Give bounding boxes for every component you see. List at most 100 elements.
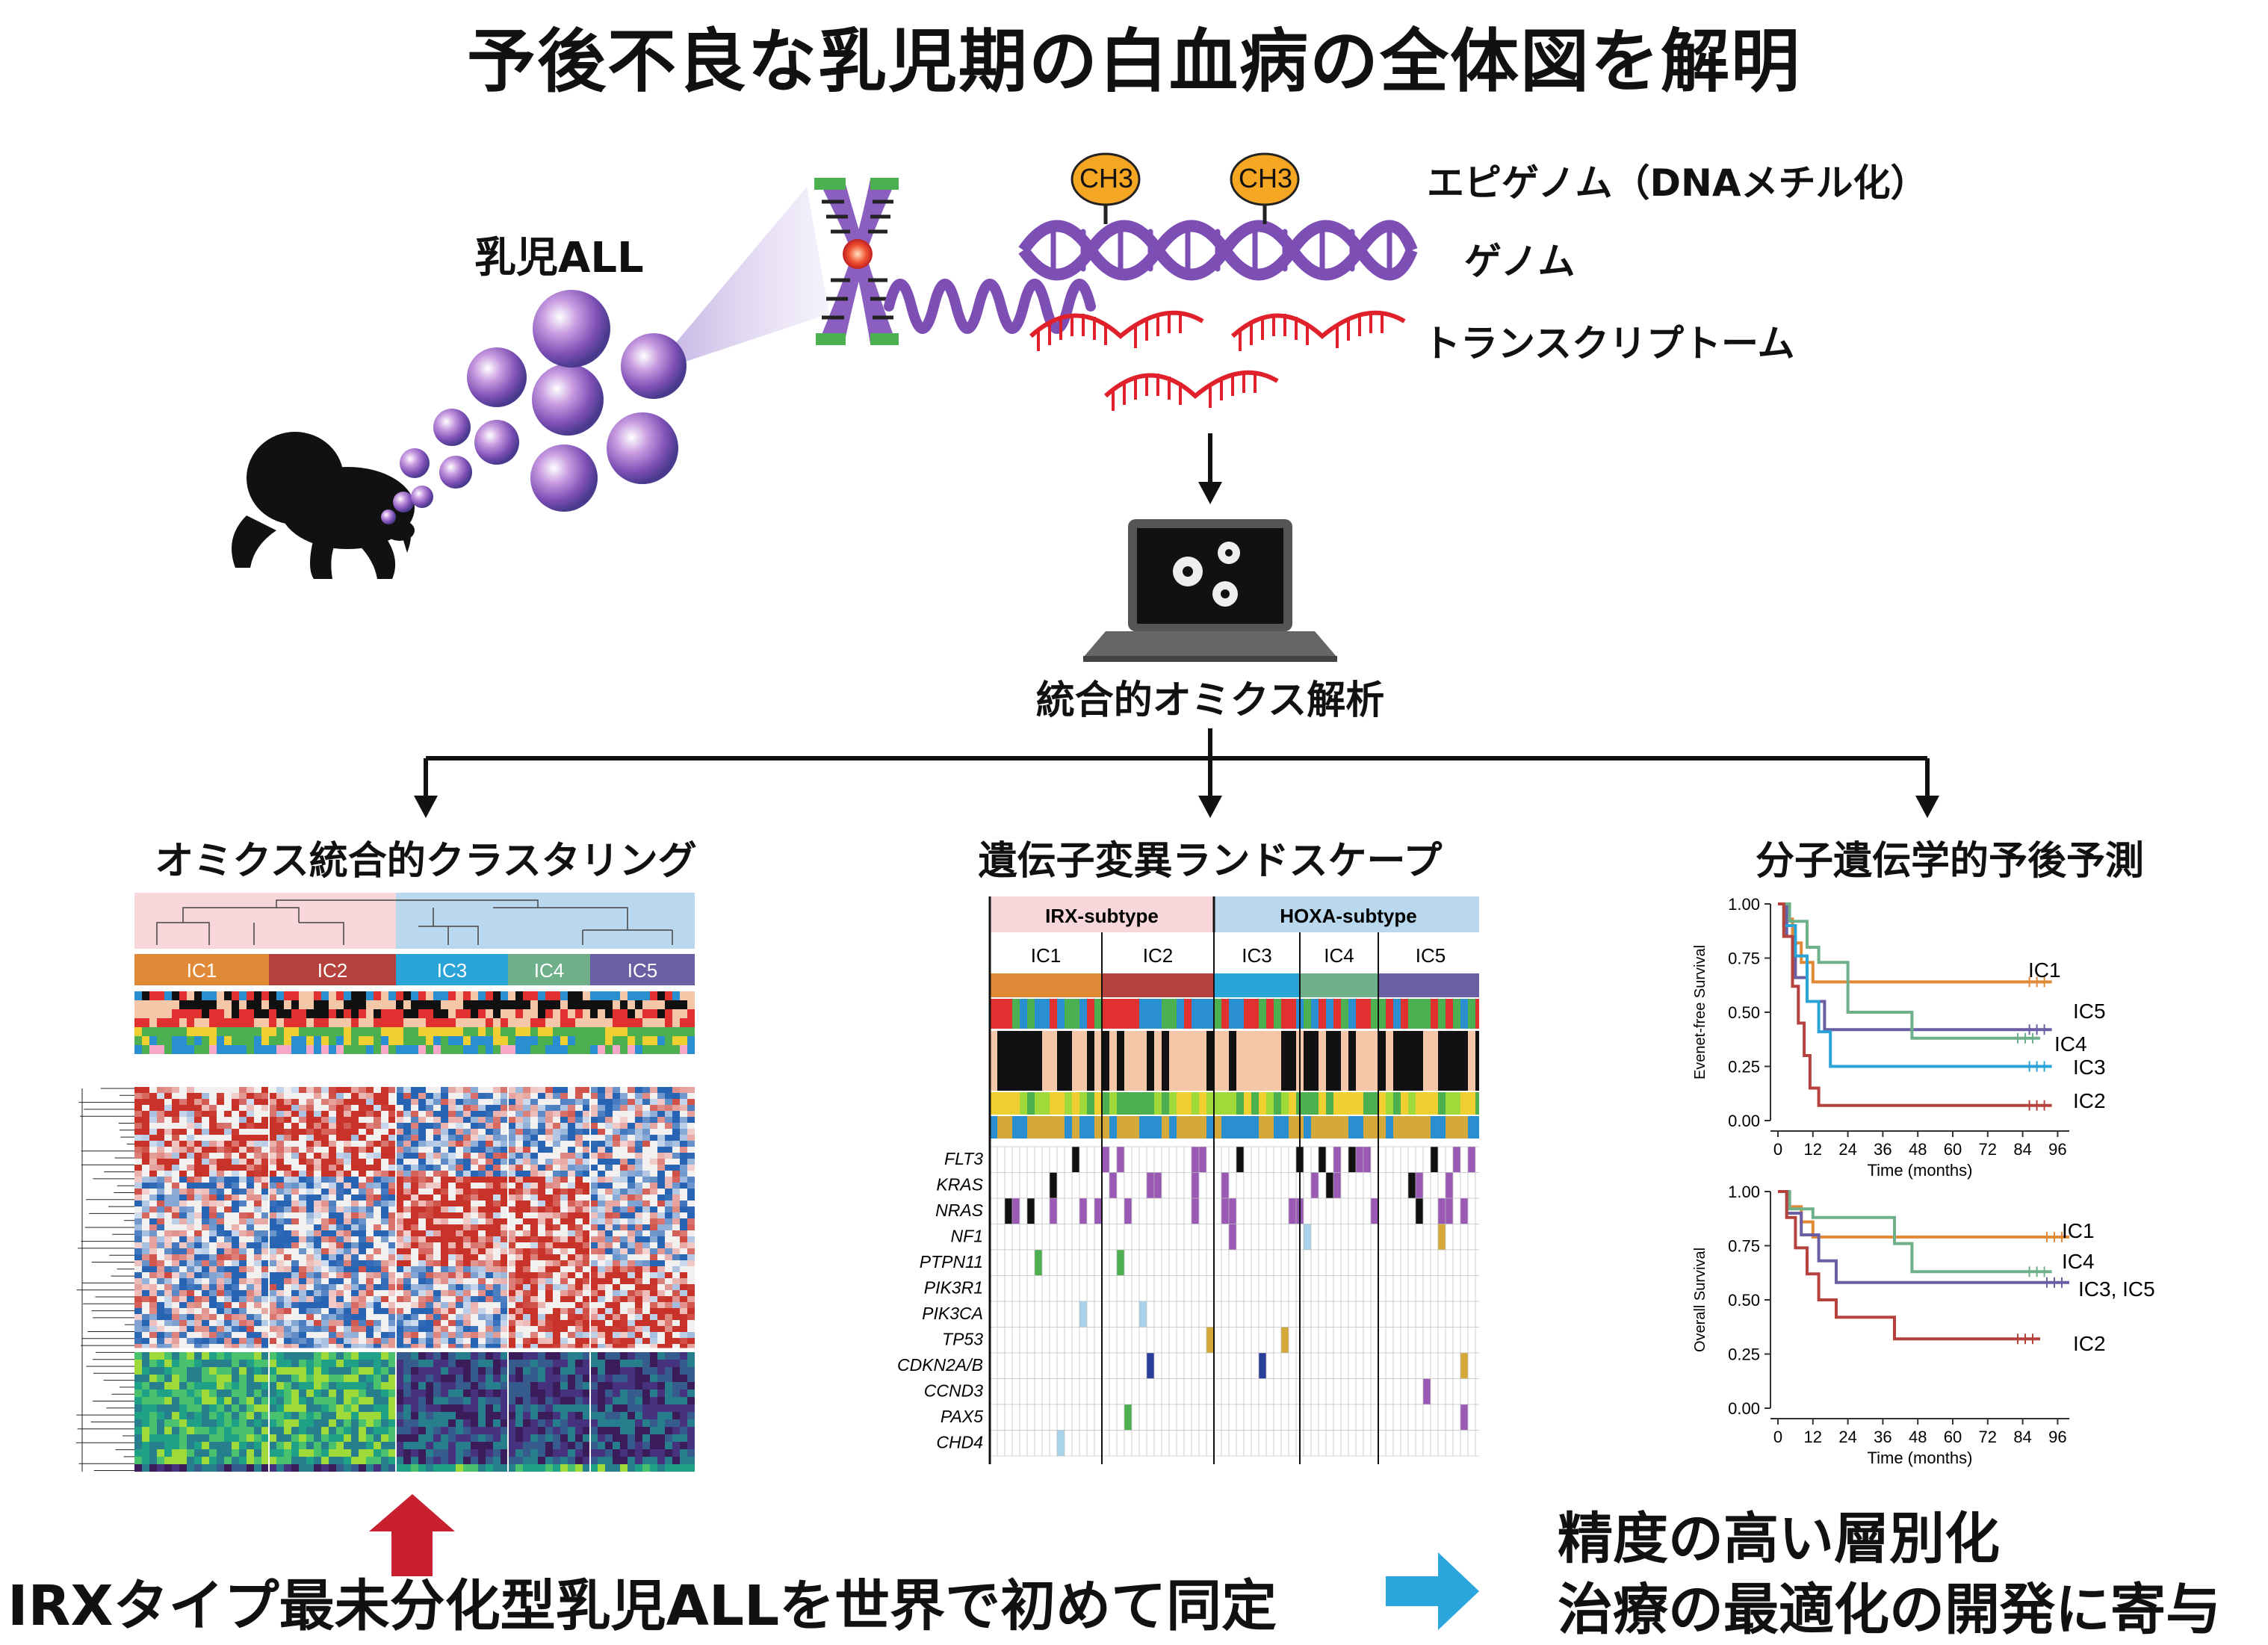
gene-label: PIK3R1 [924, 1278, 983, 1298]
landscape-cluster-label: IC1 [1031, 944, 1061, 967]
methylation-heatmap [134, 1087, 695, 1350]
infant-silhouette [232, 432, 415, 579]
heatmap-annotation-rows [134, 991, 695, 1054]
y-tick-label: 0.00 [1728, 1112, 1760, 1130]
laptop-icon [1083, 519, 1337, 662]
x-tick-label: 84 [2013, 1428, 2031, 1446]
x-tick-label: 12 [1804, 1140, 1822, 1159]
survival-plots: 0.00 0.25 0.50 0.75 1.00 0 12 24 36 48 60 72 84 96 Tim… [1681, 893, 2268, 1483]
cluster-label: IC3 [437, 959, 467, 982]
y-axis-label: Overall Survival [1692, 1248, 1708, 1352]
conclusion-left: IRXタイプ最未分化型乳児ALLを世界で初めて同定 [7, 1561, 1277, 1641]
gene-label: PIK3CA [922, 1304, 983, 1323]
infant-all-label: 乳児ALL [474, 224, 644, 285]
methyl-label-2: CH3 [1239, 163, 1292, 194]
y-tick-label: 0.75 [1728, 1237, 1760, 1256]
branch-arrows [426, 728, 1927, 799]
x-tick-label: 0 [1773, 1140, 1782, 1159]
cluster-label: IC1 [187, 959, 217, 982]
hoxa-cluster-bg [396, 893, 695, 949]
survival-curve-ic3 [1778, 904, 2052, 1067]
expression-heatmap [134, 1352, 695, 1472]
x-tick-label: 36 [1874, 1428, 1891, 1446]
x-tick-label: 24 [1838, 1428, 1856, 1446]
x-tick-label: 72 [1979, 1140, 1997, 1159]
landscape-annotations [990, 999, 1479, 1139]
dna-helix [1023, 203, 1412, 276]
landscape-heading: 遺伝子変異ランドスケープ [911, 829, 1509, 885]
conclusion-right-line2: 治療の最適化の開発に寄与 [1558, 1565, 2221, 1645]
leukemia-cells [381, 290, 687, 524]
gene-label: CCND3 [924, 1381, 983, 1401]
methyl-label-1: CH3 [1079, 163, 1133, 194]
right-arrow-blue [1386, 1552, 1479, 1630]
survival-curve-ic2 [1778, 1192, 2040, 1339]
x-tick-label: 48 [1909, 1428, 1927, 1446]
x-tick-label: 84 [2013, 1140, 2031, 1159]
x-tick-label: 60 [1944, 1428, 1962, 1446]
integrated-analysis-label: 統合的オミクス解析 [1023, 669, 1397, 725]
chromosome [814, 178, 899, 345]
x-tick-label: 48 [1909, 1140, 1927, 1159]
irx-subtype-label: IRX-subtype [1045, 905, 1159, 927]
epigenome-label: エピゲノム（DNAメチル化） [1427, 153, 1928, 207]
landscape-cluster-label: IC2 [1143, 944, 1173, 967]
y-tick-label: 0.25 [1728, 1345, 1760, 1364]
cluster-label: IC2 [317, 959, 347, 982]
y-tick-label: 0.50 [1728, 1291, 1760, 1310]
survival-series-label: IC2 [2073, 1332, 2106, 1355]
irx-cluster-bg [134, 893, 396, 949]
down-arrow-to-laptop [1198, 433, 1222, 504]
gene-label: KRAS [936, 1175, 983, 1195]
y-tick-label: 0.50 [1728, 1003, 1760, 1022]
gene-label: FLT3 [944, 1149, 983, 1168]
landscape-cluster-label: IC5 [1416, 944, 1446, 967]
gene-label: PAX5 [941, 1407, 983, 1426]
y-tick-label: 0.00 [1728, 1399, 1760, 1418]
mutation-grid [990, 1147, 1479, 1456]
clustering-heatmap: IC1 IC2 IC3 IC4 IC5 [60, 893, 717, 1472]
survival-curve-ic1 [1778, 1192, 2069, 1237]
survival-series-label: IC5 [2073, 1000, 2106, 1023]
landscape-cluster-label: IC4 [1324, 944, 1354, 967]
gene-label: TP53 [942, 1330, 983, 1349]
landscape-cluster-label: IC3 [1242, 944, 1271, 967]
y-tick-label: 1.00 [1728, 895, 1760, 914]
x-tick-label: 0 [1773, 1428, 1782, 1446]
gene-label: NRAS [935, 1201, 984, 1220]
row-dendrogram [76, 1088, 134, 1472]
x-tick-label: 96 [2048, 1428, 2066, 1446]
y-tick-label: 1.00 [1728, 1183, 1760, 1201]
cluster-label: IC4 [534, 959, 564, 982]
survival-series-label: IC4 [2062, 1250, 2095, 1273]
survival-series-label: IC2 [2073, 1089, 2106, 1112]
survival-plot-1: 0.00 0.25 0.50 0.75 1.00 0 12 24 36 48 60 72 84 96 Tim… [1692, 895, 2069, 1180]
conclusion-right-line1: 精度の高い層別化 [1558, 1494, 2000, 1574]
clustering-heading: オミクス統合的クラスタリング [127, 829, 725, 885]
prognosis-heading: 分子遺伝学的予後予測 [1651, 829, 2249, 885]
genome-label: ゲノム [1464, 232, 1575, 285]
x-tick-label: 60 [1944, 1140, 1962, 1159]
survival-series-label: IC3, IC5 [2078, 1277, 2155, 1301]
x-tick-label: 24 [1838, 1140, 1856, 1159]
x-axis-label: Time (months) [1868, 1161, 1973, 1180]
y-axis-label: Evenet-free Survival [1692, 945, 1708, 1079]
x-tick-label: 36 [1874, 1140, 1891, 1159]
gene-label: NF1 [951, 1227, 983, 1246]
x-tick-label: 72 [1979, 1428, 1997, 1446]
gene-label: CHD4 [936, 1433, 983, 1452]
x-axis-label: Time (months) [1868, 1449, 1973, 1467]
gene-label: CDKN2A/B [897, 1355, 983, 1375]
survival-series-label: IC3 [2073, 1056, 2106, 1079]
y-tick-label: 0.75 [1728, 949, 1760, 968]
survival-series-label: IC1 [2028, 958, 2061, 982]
gene-label: PTPN11 [920, 1252, 983, 1271]
y-tick-label: 0.25 [1728, 1058, 1760, 1076]
survival-curve-ic1 [1778, 904, 2052, 982]
x-tick-label: 96 [2048, 1140, 2066, 1159]
cluster-label: IC5 [628, 959, 657, 982]
rna-strands [1031, 312, 1404, 411]
survival-series-label: IC4 [2054, 1032, 2087, 1056]
